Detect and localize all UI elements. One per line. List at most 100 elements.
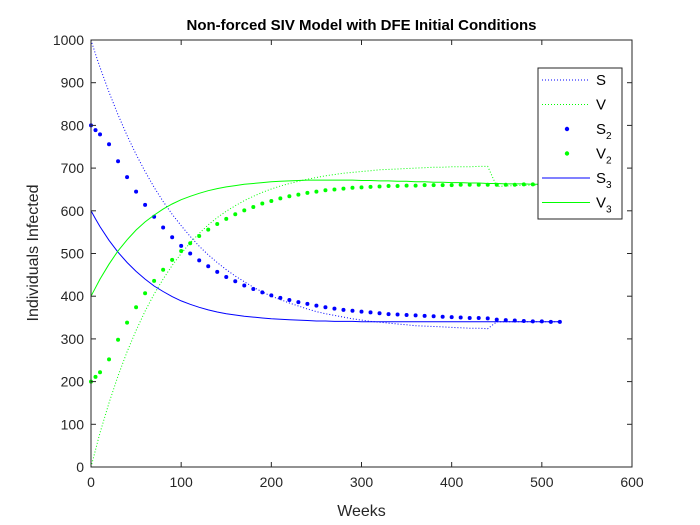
data-point: [269, 293, 274, 298]
data-point: [458, 315, 463, 320]
y-tick-label: 700: [61, 160, 85, 176]
data-point: [350, 308, 355, 313]
y-tick-label: 800: [61, 117, 85, 133]
data-point: [260, 290, 265, 295]
y-axis-label: Individuals Infected: [25, 185, 42, 322]
data-point: [431, 183, 436, 188]
data-point: [269, 198, 274, 203]
data-point: [377, 311, 382, 316]
data-point: [143, 202, 148, 207]
x-tick-label: 500: [530, 474, 554, 490]
y-tick-label: 100: [61, 416, 85, 432]
y-tick-label: 400: [61, 288, 85, 304]
data-point: [368, 310, 373, 315]
data-point: [386, 312, 391, 317]
series-v-line: [90, 165, 560, 468]
y-tick-label: 500: [61, 246, 85, 262]
data-point: [233, 212, 238, 217]
data-point: [170, 235, 175, 240]
data-point: [404, 183, 409, 188]
legend-entry: S2: [564, 121, 612, 142]
data-point: [188, 241, 193, 246]
data-point: [332, 306, 337, 311]
data-point: [206, 227, 211, 232]
data-point: [512, 182, 517, 187]
y-tick-label: 0: [76, 459, 84, 475]
data-point: [134, 305, 139, 310]
data-point: [93, 374, 98, 379]
data-point: [314, 303, 319, 308]
data-point: [503, 318, 508, 323]
legend-label: S2: [596, 121, 612, 142]
series-v3-line: [90, 179, 560, 297]
data-point: [98, 132, 103, 137]
data-point: [215, 269, 220, 274]
data-point: [422, 313, 427, 318]
ticks-layer: 0 100 200 300 400 500 600 0 100 200 300 400 500 600 70…: [53, 32, 644, 490]
data-point: [170, 257, 175, 262]
data-point: [233, 279, 238, 284]
data-point: [125, 320, 130, 325]
data-point: [278, 196, 283, 201]
data-point: [422, 183, 427, 188]
data-point: [368, 184, 373, 189]
data-point: [197, 233, 202, 238]
data-point: [404, 312, 409, 317]
data-point: [323, 305, 328, 310]
legend-entry: S3: [542, 170, 612, 191]
legend-marker: [564, 126, 570, 132]
data-point: [296, 192, 301, 197]
data-point: [440, 183, 445, 188]
data-point: [206, 264, 211, 269]
data-point: [476, 315, 481, 320]
data-point: [287, 298, 292, 303]
legend-label: S3: [596, 170, 612, 191]
legend-entry: S: [542, 72, 606, 89]
data-point: [260, 201, 265, 206]
data-point: [440, 314, 445, 319]
data-point: [197, 258, 202, 263]
legend-label: S: [596, 72, 606, 89]
data-point: [161, 267, 166, 272]
data-point: [413, 183, 418, 188]
data-point: [305, 190, 310, 195]
data-point: [458, 182, 463, 187]
y-tick-label: 600: [61, 203, 85, 219]
x-tick-label: 0: [87, 474, 95, 490]
data-point: [242, 283, 247, 288]
data-point: [161, 225, 166, 230]
data-point: [152, 278, 157, 283]
series-s3-line: [90, 210, 560, 323]
data-point: [476, 182, 481, 187]
legend-entry: V2: [564, 146, 612, 167]
data-point: [332, 187, 337, 192]
data-point: [431, 314, 436, 319]
data-point: [93, 128, 98, 133]
data-point: [413, 313, 418, 318]
x-tick-label: 100: [169, 474, 193, 490]
data-point: [323, 188, 328, 193]
data-point: [341, 186, 346, 191]
data-point: [395, 312, 400, 317]
data-point: [521, 318, 526, 323]
data-point: [215, 222, 220, 227]
chart-title: Non-forced SIV Model with DFE Initial Co…: [187, 17, 537, 34]
data-point: [116, 159, 121, 164]
data-point: [224, 274, 229, 279]
legend: SV S2 V2 S3 V3: [537, 67, 623, 220]
series-s2-markers: [89, 123, 562, 324]
data-point: [287, 194, 292, 199]
data-point: [179, 243, 184, 248]
legend-entry: V: [542, 97, 606, 114]
data-point: [350, 185, 355, 190]
data-point: [98, 370, 103, 375]
data-point: [278, 295, 283, 300]
y-tick-label: 900: [61, 75, 85, 91]
legend-label: V3: [596, 195, 612, 216]
data-point: [377, 184, 382, 189]
legend-label: V2: [596, 146, 612, 167]
data-point: [179, 248, 184, 253]
x-axis-label: Weeks: [337, 503, 386, 520]
data-point: [251, 204, 256, 209]
